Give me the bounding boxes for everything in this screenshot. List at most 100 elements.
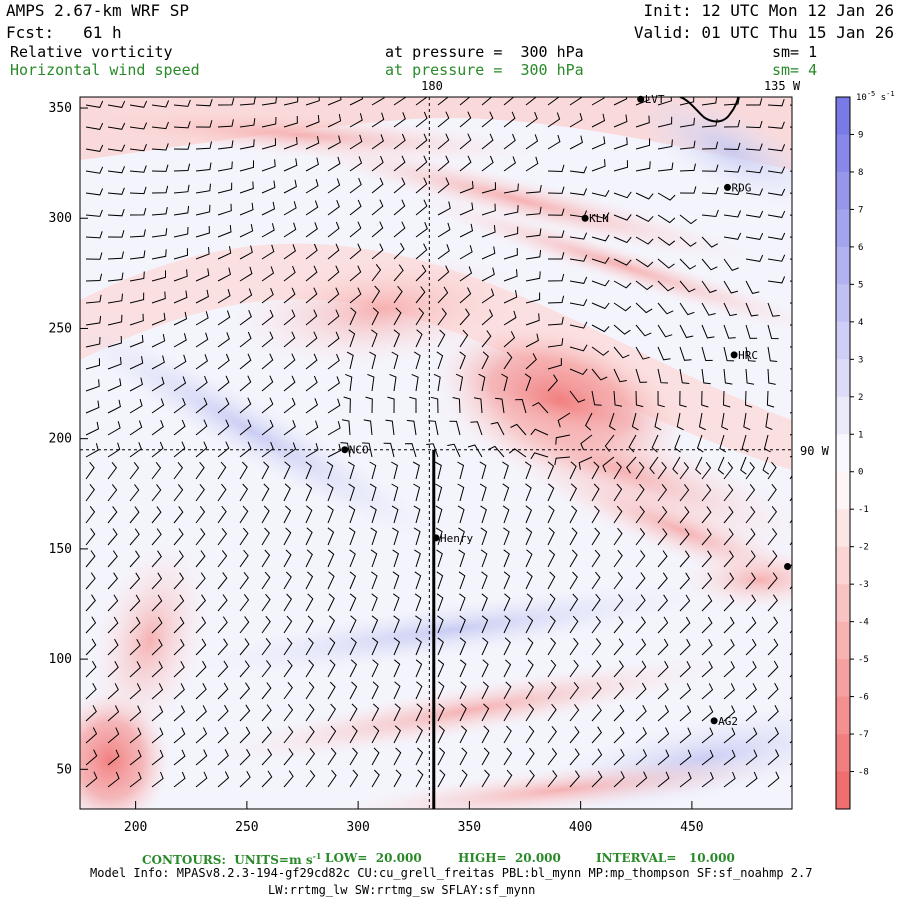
wind-barb: [393, 747, 402, 766]
wind-barb: [305, 461, 312, 480]
wind-barb: [745, 506, 756, 524]
wind-barb: [195, 441, 208, 458]
wind-barb: [261, 180, 276, 194]
wind-barb: [481, 659, 489, 678]
wind-barb: [239, 461, 248, 480]
wind-barb: [107, 421, 121, 436]
wind-barb: [283, 703, 294, 722]
wind-barb: [437, 177, 450, 194]
wind-barb: [503, 769, 513, 788]
contours-interval: INTERVAL= 10.000: [596, 851, 735, 865]
wind-barb: [349, 747, 358, 766]
colorbar-tick-label: 8: [858, 168, 863, 178]
wind-barb: [415, 243, 428, 260]
wind-barb: [547, 97, 560, 106]
wind-barb: [657, 97, 672, 106]
wind-barb: [767, 346, 778, 362]
wind-barb: [173, 660, 185, 678]
wind-barb: [327, 769, 337, 788]
wind-barb: [679, 258, 697, 270]
wind-barb: [195, 638, 207, 656]
colorbar-unit: 10-5 s-1: [856, 90, 895, 103]
wind-barb: [413, 351, 421, 370]
wind-barb: [767, 505, 778, 524]
wind-barb: [449, 420, 461, 436]
wind-barb: [480, 505, 487, 524]
wind-barb: [525, 271, 541, 282]
wind-barb: [701, 236, 719, 248]
wind-barb: [305, 615, 314, 634]
colorbar-tick-label: 5: [858, 280, 863, 290]
wind-barb: [525, 725, 535, 744]
wind-barb: [481, 288, 495, 304]
wind-barb: [261, 748, 273, 766]
wind-barb: [767, 324, 779, 340]
wind-barb: [349, 243, 362, 260]
wind-barb: [129, 165, 147, 173]
wind-barb: [547, 637, 557, 656]
wind-barb: [305, 287, 318, 304]
x-tick-label: 200: [124, 820, 147, 835]
wind-barb: [305, 725, 315, 744]
wind-barb: [569, 276, 588, 284]
wind-barb: [723, 638, 735, 656]
wind-barb: [393, 329, 401, 348]
wind-barb: [525, 593, 533, 612]
wind-barb: [129, 334, 144, 348]
wind-barb: [217, 483, 227, 502]
wind-barb: [745, 166, 763, 174]
x-tick-label: 250: [235, 820, 258, 835]
wind-barb: [524, 373, 532, 392]
wind-barb: [481, 246, 496, 260]
wind-barb: [370, 549, 378, 568]
wind-barb: [173, 749, 186, 766]
wind-barb: [369, 483, 377, 502]
wind-barb: [701, 528, 712, 546]
wind-barb: [723, 727, 736, 744]
wind-barb: [481, 351, 489, 370]
wind-barb: [635, 214, 654, 223]
wind-barb: [283, 137, 298, 150]
wind-barb: [701, 141, 719, 150]
wind-barb: [107, 660, 119, 678]
wind-barb: [151, 771, 164, 788]
wind-barb: [261, 419, 274, 436]
wind-barb: [348, 329, 356, 348]
wind-barb: [217, 288, 231, 304]
wind-barb: [723, 683, 736, 700]
x-tick-label: 400: [569, 820, 592, 835]
wind-barb: [701, 683, 714, 700]
wind-barb: [591, 97, 605, 106]
wind-barb: [745, 280, 760, 294]
wind-barb: [349, 199, 362, 216]
wind-barb: [107, 335, 122, 348]
wind-barb: [657, 528, 668, 546]
wind-barb: [723, 616, 735, 634]
wind-barb: [525, 681, 534, 700]
wind-barb: [370, 505, 377, 524]
wind-barb: [723, 771, 736, 788]
wind-barb: [613, 280, 632, 289]
wind-barb: [743, 412, 751, 431]
y-tick-label: 350: [49, 101, 72, 116]
wind-barb: [459, 703, 467, 722]
wind-barb: [657, 258, 675, 269]
wind-barb: [613, 214, 632, 221]
wind-barb: [239, 266, 253, 282]
wind-barb: [480, 527, 488, 546]
wind-barb: [591, 212, 610, 220]
wind-barb: [195, 419, 208, 436]
wind-barb: [107, 166, 125, 174]
wind-barb: [613, 616, 624, 634]
wind-barb: [547, 164, 565, 173]
colorbar-cell: [836, 584, 850, 623]
contours-units: CONTOURS: UNITS=m s-1: [142, 851, 322, 867]
wind-barb: [151, 616, 163, 634]
wind-barb: [107, 484, 118, 502]
wind-barb: [107, 251, 124, 260]
wind-barb: [261, 309, 274, 326]
wind-barb: [591, 505, 600, 524]
y-tick-label: 150: [49, 542, 72, 557]
wind-barb: [591, 704, 602, 722]
wind-barb: [129, 705, 142, 722]
